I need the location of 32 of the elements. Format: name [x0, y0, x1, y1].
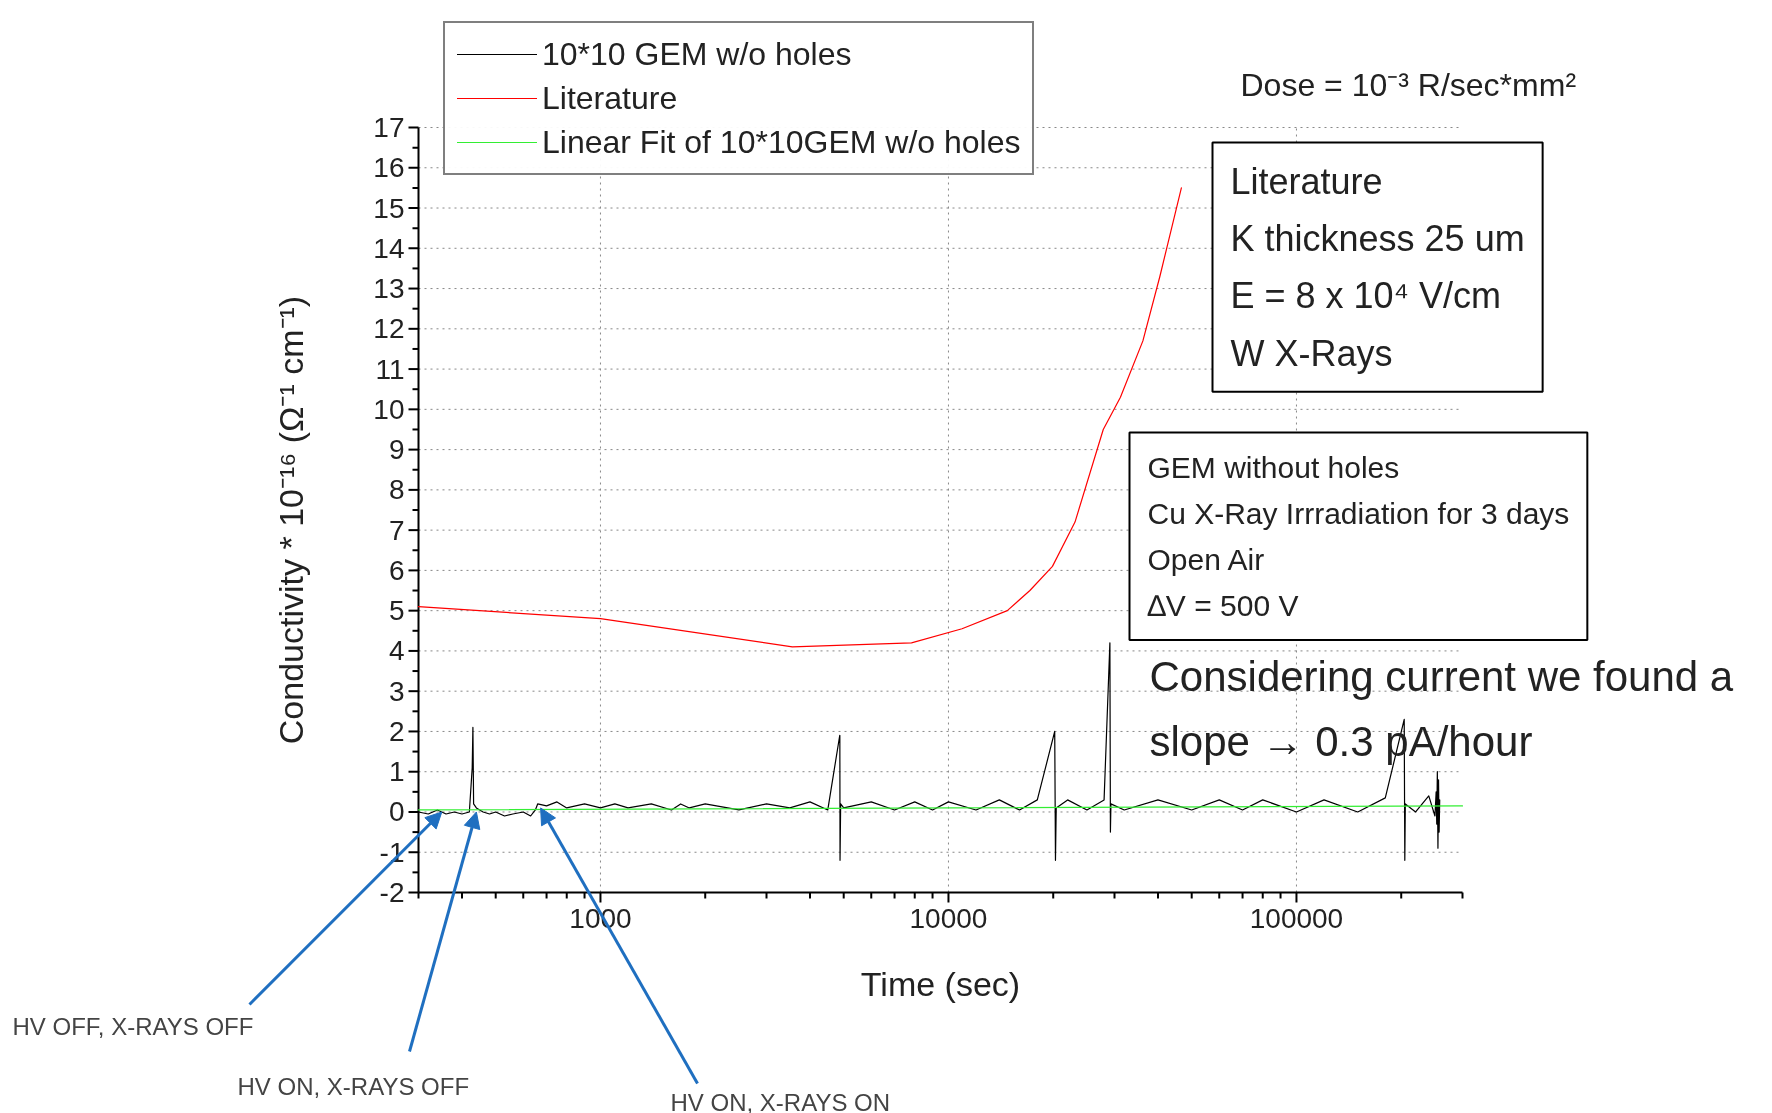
y-axis-title: Conductivity * 10⁻¹⁶ (Ω⁻¹ cm⁻¹) — [271, 295, 310, 745]
y-tick-label: 16 — [373, 152, 405, 184]
y-tick-label: 10 — [373, 393, 405, 425]
y-tick-label: 6 — [388, 554, 405, 586]
annotation: HV ON, X-RAYS ON — [670, 1088, 891, 1113]
legend-label: Linear Fit of 10*10GEM w/o holes — [542, 123, 1021, 161]
text: Dose = 10⁻³ R/sec*mm² — [1240, 66, 1577, 103]
y-tick-label: 4 — [388, 635, 405, 667]
y-tick-label: 11 — [375, 353, 405, 385]
annotation: HV OFF, X-RAYS OFF — [12, 1012, 254, 1040]
x-axis-title: Time (sec) — [860, 964, 1021, 1003]
y-tick-label: 13 — [373, 273, 405, 305]
x-tick-label: 100000 — [1249, 902, 1344, 934]
annotation: Literature K thickness 25 um E = 8 x 10⁴ V/cm W X-Rays — [1230, 160, 1525, 374]
y-tick-label: 2 — [388, 715, 405, 747]
y-tick-label: 12 — [373, 313, 405, 345]
y-tick-label: 0 — [388, 796, 405, 828]
legend-label: Literature — [542, 79, 678, 117]
y-tick-label: 3 — [388, 675, 405, 707]
legend-label: 10*10 GEM w/o holes — [542, 35, 852, 73]
annotation: GEM without holes Cu X-Ray Irrradiation for 3 days Open Air ∆V = 500 V — [1147, 450, 1570, 623]
y-tick-label: 14 — [373, 232, 405, 264]
y-tick-label: 7 — [388, 514, 405, 546]
y-tick-label: 5 — [388, 595, 405, 627]
x-tick-label: 10000 — [909, 902, 988, 934]
y-tick-label: 17 — [373, 112, 405, 143]
y-tick-label: 8 — [388, 474, 405, 506]
y-tick-label: 9 — [388, 434, 405, 466]
y-tick-label: -2 — [379, 877, 405, 908]
y-tick-label: 1 — [388, 756, 405, 788]
annotation: HV ON, X-RAYS OFF — [237, 1072, 470, 1100]
y-tick-label: 15 — [373, 192, 405, 224]
